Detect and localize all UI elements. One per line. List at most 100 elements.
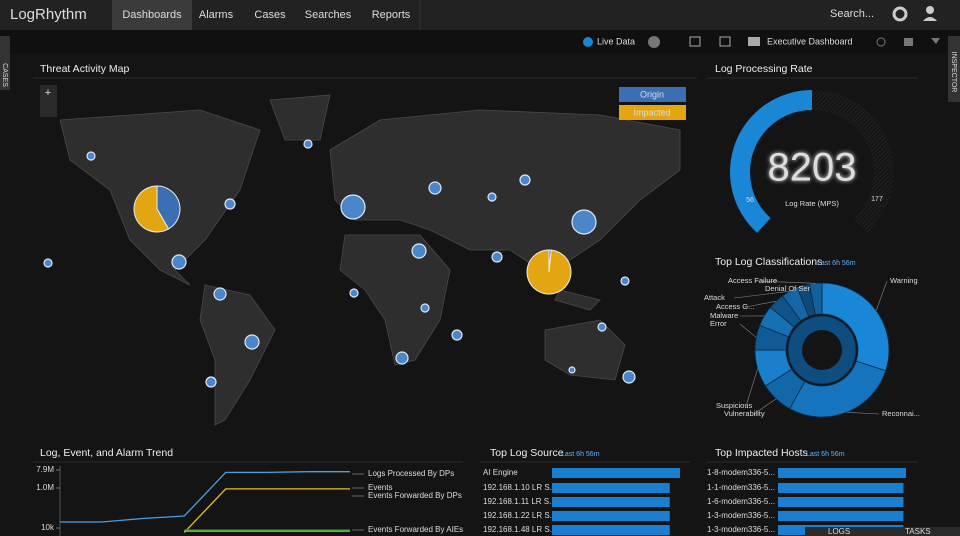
tab[interactable]: Reports [372, 9, 411, 21]
icon[interactable] [748, 37, 760, 46]
bar-label: 1-1-modem336-5... [707, 483, 775, 492]
donut-label: Attack [704, 293, 725, 302]
map-bubble [43, 258, 53, 268]
donut-label: Vulnerability [724, 409, 765, 418]
bar-label: 1-3-modem336-5... [707, 511, 775, 520]
gauge-min: 56 [746, 197, 754, 204]
gauge [730, 90, 894, 233]
panel-subtitle: Last 6h 56m [561, 451, 600, 458]
map-bubble [340, 194, 366, 220]
legend-origin [619, 87, 686, 102]
leader-line [875, 280, 888, 311]
pause-button[interactable] [648, 36, 660, 48]
legend-label: Logs Processed By DPs [368, 469, 454, 478]
donut-hole [802, 330, 842, 370]
series-line [60, 471, 350, 523]
map-bubble [171, 254, 187, 270]
filter-icon[interactable] [931, 38, 940, 44]
map-bubble [568, 366, 576, 374]
brand: LogRhythm [10, 6, 87, 23]
footer-bar [805, 527, 960, 536]
series-line [183, 488, 350, 533]
leader-line [794, 285, 804, 290]
bar [778, 497, 904, 507]
icon[interactable] [876, 37, 886, 47]
bar [778, 483, 904, 493]
donut-label: Error [710, 319, 727, 328]
leader-line [846, 411, 880, 415]
map-bubble [244, 334, 260, 350]
icon[interactable] [689, 36, 701, 47]
legend-impacted [619, 105, 686, 120]
leader-line [739, 323, 757, 338]
y-tick-label: 7.9M [36, 465, 54, 474]
bar [552, 525, 670, 535]
map-bubble [349, 288, 359, 298]
dashboard-name[interactable]: Executive Dashboard [767, 36, 853, 46]
cases-tab[interactable] [0, 36, 10, 90]
bar [778, 511, 904, 521]
panel-title: Log Processing Rate [715, 63, 813, 75]
gauge-value: 8203 [768, 146, 857, 190]
bar-label: 1-6-modem336-5... [707, 497, 775, 506]
donut-label: Malware [710, 311, 738, 320]
donut-label: Suspicious [716, 401, 753, 410]
zoom-control[interactable] [40, 85, 57, 117]
tab[interactable]: Searches [305, 9, 352, 21]
map-bubble [491, 251, 503, 263]
donut-label: Reconnai... [882, 409, 920, 418]
bar [552, 497, 670, 507]
legend-label: Events Forwarded By AIEs [368, 525, 463, 534]
inspector-label: INSPECTOR [950, 52, 957, 93]
gauge-fill [730, 90, 812, 233]
footer-logs[interactable]: LOGS [828, 527, 850, 536]
icon[interactable] [904, 38, 913, 46]
map-bubble [205, 376, 217, 388]
live-data[interactable]: Live Data [597, 36, 635, 46]
tab[interactable]: Dashboards [122, 9, 182, 21]
panel-title: Top Impacted Hosts [715, 447, 808, 459]
legend-label: Origin [640, 89, 664, 99]
map-bubble [571, 209, 597, 235]
tab[interactable]: Cases [254, 9, 286, 21]
panel-title: Top Log Source [490, 447, 564, 459]
footer-tasks[interactable]: TASKS [905, 527, 931, 536]
gauge-track [812, 90, 894, 233]
search[interactable]: Search... [830, 8, 874, 20]
map-bubble [395, 351, 409, 365]
live-indicator [583, 37, 593, 47]
panel-subtitle: Last 6h 56m [817, 260, 856, 267]
active-tab [112, 0, 192, 30]
toolbar [0, 30, 960, 54]
map-bubble [213, 287, 227, 301]
map-bubble [224, 198, 236, 210]
map-bubble [420, 303, 430, 313]
leader-line [753, 398, 777, 415]
donut-slice [789, 360, 887, 418]
tab[interactable]: Alarms [199, 9, 234, 21]
donut-label: Access G... [716, 302, 754, 311]
bar-label: 192.168.1.22 LR S... [483, 511, 556, 520]
map-pie-slice [526, 249, 572, 295]
donut-slice [808, 282, 823, 316]
user-icon-body [923, 17, 937, 21]
user-icon[interactable] [926, 6, 934, 14]
settings-icon[interactable] [892, 6, 908, 22]
icon[interactable] [719, 36, 731, 47]
cases-label: CASES [1, 63, 8, 87]
legend-label: Events Forwarded By DPs [368, 491, 462, 500]
inspector-tab[interactable] [948, 36, 960, 102]
legend-label: Impacted [633, 107, 670, 117]
zoom-in[interactable]: + [45, 87, 51, 99]
leader-line [745, 300, 777, 308]
gauge-caption: Log Rate (MPS) [785, 199, 839, 208]
bar-label: 192.168.1.10 LR S... [483, 483, 556, 492]
bar [778, 468, 906, 478]
donut-label: Warning [890, 276, 918, 285]
panel-title: Threat Activity Map [40, 63, 129, 75]
bar-label: 192.168.1.11 LR S... [483, 497, 556, 506]
bar-label: 192.168.1.48 LR S... [483, 525, 556, 534]
leader-line [745, 368, 758, 407]
bar-label: 1-8-modem336-5... [707, 468, 775, 477]
